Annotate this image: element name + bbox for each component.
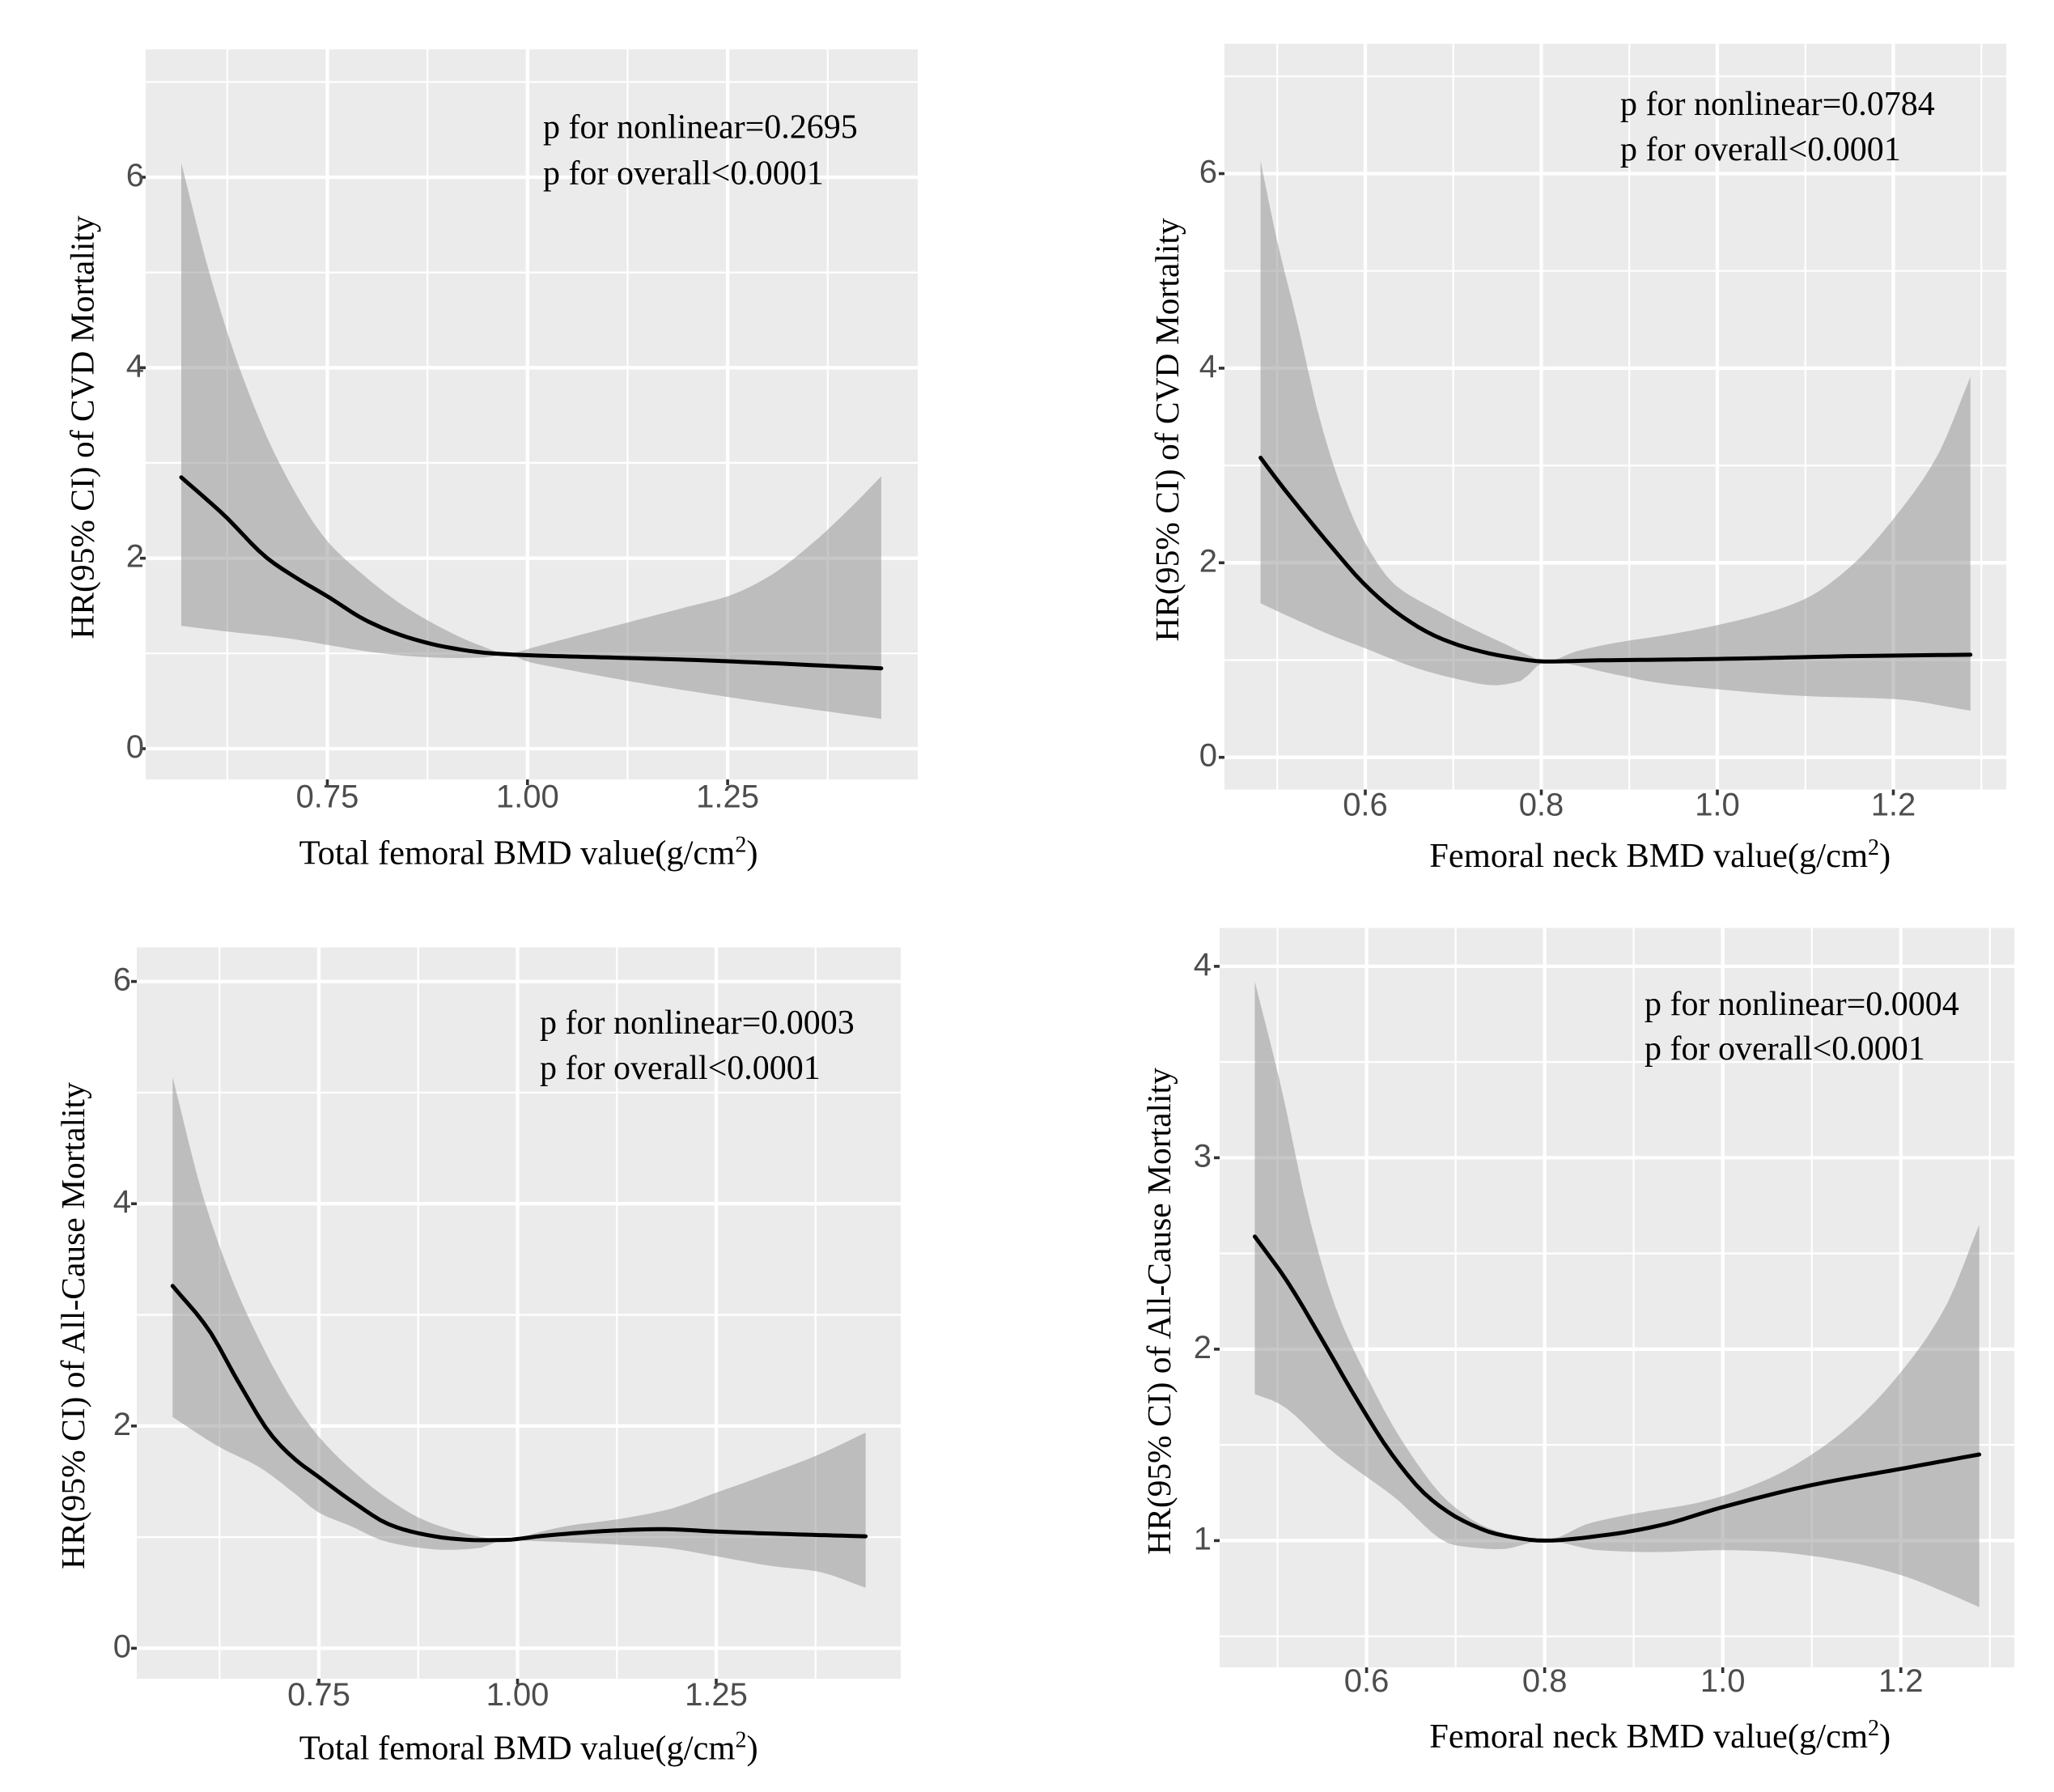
svg-text:0: 0 (1199, 738, 1217, 774)
svg-text:6: 6 (113, 962, 131, 998)
svg-text:Total femoral BMD value(g/cm2): Total femoral BMD value(g/cm2) (299, 1727, 758, 1767)
svg-text:0.6: 0.6 (1343, 788, 1388, 823)
svg-text:HR(95% CI) of All-Cause Mortal: HR(95% CI) of All-Cause Mortality (54, 1082, 92, 1569)
svg-text:p for nonlinear=0.0004: p for nonlinear=0.0004 (1644, 986, 1959, 1023)
svg-text:p for nonlinear=0.0003: p for nonlinear=0.0003 (540, 1004, 855, 1042)
svg-text:0.8: 0.8 (1522, 1663, 1568, 1699)
svg-text:Femoral neck BMD value(g/cm2): Femoral neck BMD value(g/cm2) (1429, 1716, 1891, 1756)
svg-text:3: 3 (1194, 1138, 1212, 1174)
svg-text:2: 2 (1199, 543, 1217, 579)
svg-text:1.00: 1.00 (486, 1677, 550, 1713)
svg-text:0.8: 0.8 (1519, 788, 1564, 823)
svg-text:2: 2 (126, 539, 144, 575)
svg-text:1.25: 1.25 (696, 779, 759, 815)
svg-text:6: 6 (1199, 155, 1217, 190)
svg-text:0: 0 (126, 729, 144, 765)
svg-text:4: 4 (126, 348, 144, 384)
svg-text:p for overall<0.0001: p for overall<0.0001 (1620, 131, 1901, 168)
svg-text:p for overall<0.0001: p for overall<0.0001 (543, 155, 824, 192)
svg-text:Femoral neck BMD value(g/cm2): Femoral neck BMD value(g/cm2) (1429, 835, 1891, 875)
svg-text:0.75: 0.75 (287, 1677, 350, 1713)
svg-text:1.25: 1.25 (685, 1677, 748, 1713)
svg-text:4: 4 (1199, 349, 1217, 384)
svg-text:0.6: 0.6 (1344, 1663, 1390, 1699)
svg-text:4: 4 (113, 1184, 131, 1220)
svg-text:0: 0 (113, 1629, 131, 1664)
svg-text:6: 6 (126, 158, 144, 193)
svg-text:HR(95% CI) of CVD Mortality: HR(95% CI) of CVD Mortality (63, 215, 101, 639)
svg-text:1.0: 1.0 (1695, 788, 1740, 823)
svg-text:p for overall<0.0001: p for overall<0.0001 (1644, 1030, 1925, 1068)
svg-text:2: 2 (1194, 1330, 1212, 1365)
svg-text:p for nonlinear=0.2695: p for nonlinear=0.2695 (543, 109, 858, 147)
svg-text:HR(95% CI) of CVD Mortality: HR(95% CI) of CVD Mortality (1148, 218, 1186, 642)
svg-text:p for nonlinear=0.0784: p for nonlinear=0.0784 (1620, 86, 1935, 123)
svg-text:1.0: 1.0 (1700, 1663, 1746, 1699)
svg-text:Total femoral BMD value(g/cm2): Total femoral BMD value(g/cm2) (299, 832, 758, 872)
svg-text:1.2: 1.2 (1878, 1663, 1924, 1699)
svg-text:1.00: 1.00 (496, 779, 559, 815)
svg-text:2: 2 (113, 1407, 131, 1442)
svg-text:1: 1 (1194, 1521, 1212, 1556)
svg-text:1.2: 1.2 (1871, 788, 1916, 823)
svg-text:p for overall<0.0001: p for overall<0.0001 (540, 1050, 821, 1087)
svg-text:HR(95% CI) of All-Cause Mortal: HR(95% CI) of All-Cause Mortality (1140, 1068, 1178, 1555)
svg-text:4: 4 (1194, 947, 1212, 983)
svg-text:0.75: 0.75 (296, 779, 359, 815)
